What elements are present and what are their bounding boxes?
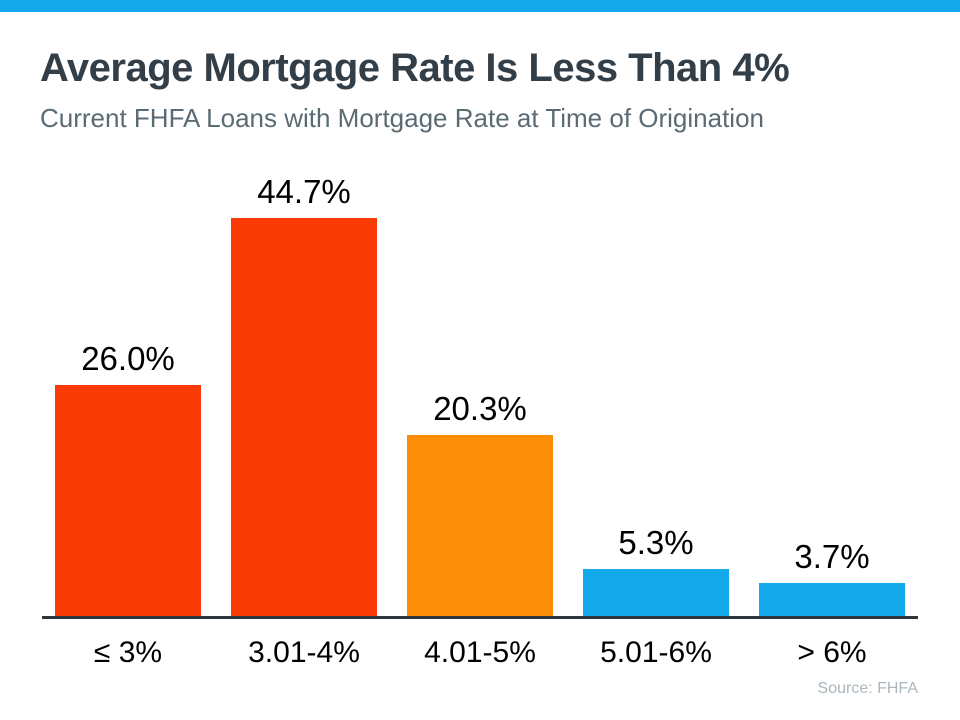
chart-subtitle: Current FHFA Loans with Mortgage Rate at…	[40, 103, 765, 133]
bar-value-label: 20.3%	[433, 390, 527, 427]
bar-chart-plot-area: 26.0% 44.7% 20.3% 5.3% 3.7%	[55, 170, 905, 616]
x-axis-tick-label: ≤ 3%	[93, 636, 163, 669]
bar	[231, 218, 377, 616]
bar-column: 5.3%	[583, 524, 729, 616]
top-accent-bar	[0, 0, 960, 12]
bar	[407, 435, 553, 616]
x-axis-line	[42, 616, 918, 619]
bar	[583, 569, 729, 616]
bar-column: 20.3%	[407, 390, 553, 616]
chart-title: Average Mortgage Rate Is Less Than 4%	[40, 46, 790, 90]
source-note: Source: FHFA	[817, 680, 918, 697]
bar-column: 3.7%	[759, 538, 905, 616]
bar-value-label: 5.3%	[618, 524, 694, 561]
x-axis-labels: ≤ 3% 3.01-4% 4.01-5% 5.01-6% > 6%	[55, 636, 905, 670]
bar-value-label: 44.7%	[257, 173, 351, 210]
x-axis-tick-label: 5.01-6%	[600, 636, 712, 669]
bar-column: 44.7%	[231, 173, 377, 616]
x-axis-tick-label: 3.01-4%	[248, 636, 360, 669]
x-axis-tick-label: 4.01-5%	[424, 636, 536, 669]
x-axis-tick-label: > 6%	[797, 636, 867, 669]
bar	[55, 385, 201, 616]
bar-value-label: 3.7%	[794, 538, 870, 575]
bar-column: 26.0%	[55, 340, 201, 616]
bar	[759, 583, 905, 616]
bar-value-label: 26.0%	[81, 340, 175, 377]
